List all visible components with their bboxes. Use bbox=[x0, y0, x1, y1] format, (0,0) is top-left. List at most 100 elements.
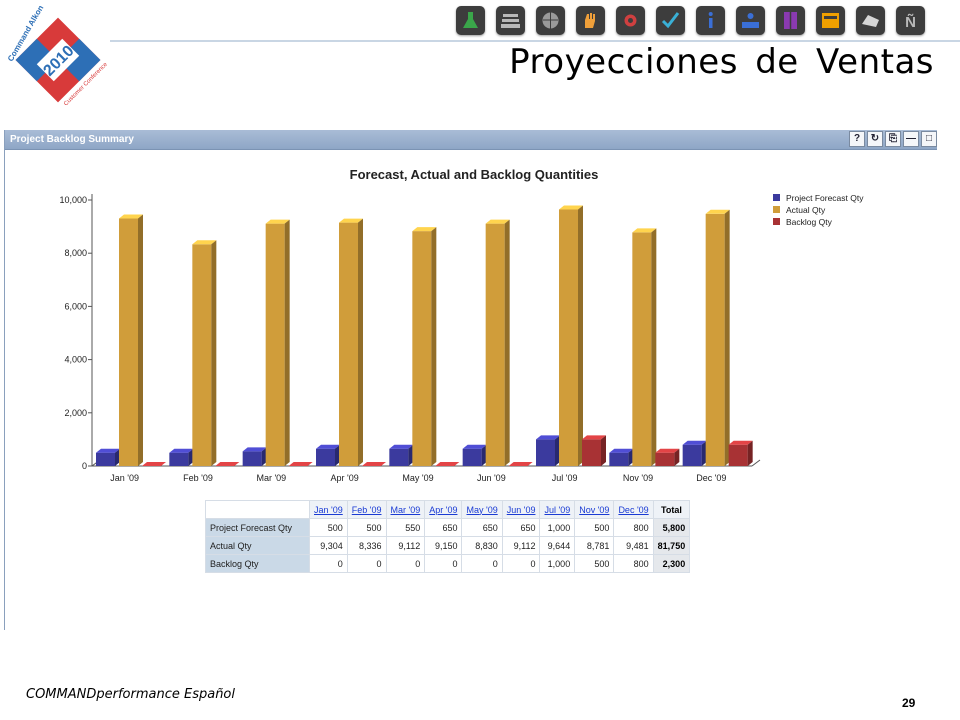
bar-side bbox=[578, 205, 583, 466]
bar bbox=[169, 452, 189, 466]
bar-side bbox=[188, 448, 194, 466]
checkmark-icon[interactable] bbox=[656, 6, 685, 35]
slide-title: Proyecciones de Ventas bbox=[509, 42, 934, 82]
backlog-panel: Project Backlog Summary ? ↻ ⎘ — □ bbox=[4, 130, 937, 630]
bar bbox=[705, 213, 725, 466]
table-header-row: Jan '09 Feb '09 Mar '09 Apr '09 May '09 … bbox=[205, 500, 691, 519]
bar-side bbox=[481, 444, 487, 466]
export-button[interactable]: ⎘ bbox=[885, 131, 901, 147]
col-header-mar[interactable]: Mar '09 bbox=[385, 500, 426, 519]
table-cell: 1,000 bbox=[539, 554, 576, 573]
col-link-jul[interactable]: Jul '09 bbox=[544, 504, 571, 515]
col-header-feb[interactable]: Feb '09 bbox=[346, 500, 387, 519]
col-link-may[interactable]: May '09 bbox=[466, 504, 498, 515]
table-cell: 0 bbox=[461, 554, 503, 573]
bar bbox=[582, 439, 601, 466]
truck-icon[interactable] bbox=[856, 6, 885, 35]
bar-side bbox=[724, 209, 730, 466]
help-button[interactable]: ? bbox=[849, 131, 865, 147]
table-cell: 650 bbox=[501, 518, 541, 537]
page-number: 29 bbox=[902, 696, 916, 710]
bar-chart: 0 2,000 4,000 6,000 8,000 10,000 Jan '09 Feb '0… bbox=[59, 193, 864, 483]
panel-header: Project Backlog Summary ? ↻ ⎘ — □ bbox=[5, 130, 937, 150]
x-tick-label: Apr '09 bbox=[331, 473, 359, 483]
col-header-jun[interactable]: Jun '09 bbox=[501, 500, 541, 519]
bar-side bbox=[628, 448, 634, 466]
row-total: 81,750 bbox=[652, 536, 691, 555]
bar bbox=[265, 223, 285, 466]
col-header-jul[interactable]: Jul '09 bbox=[539, 500, 576, 519]
x-tick-label: Nov '09 bbox=[623, 473, 653, 483]
x-tick-label: Dec '09 bbox=[696, 473, 726, 483]
window-icon[interactable] bbox=[816, 6, 845, 35]
x-tick-label: Jul '09 bbox=[552, 473, 578, 483]
table-cell: 0 bbox=[309, 554, 348, 573]
table-cell: 1,000 bbox=[539, 518, 576, 537]
bar bbox=[536, 439, 555, 466]
row-label: Backlog Qty bbox=[205, 554, 310, 573]
y-tick-label: 2,000 bbox=[64, 408, 87, 418]
bar bbox=[316, 448, 335, 466]
table-row-actual: Actual Qty 9,304 8,336 9,112 9,150 8,830 9,112… bbox=[205, 536, 691, 555]
bar bbox=[192, 244, 212, 466]
cabinet-icon[interactable] bbox=[776, 6, 805, 35]
col-link-jun[interactable]: Jun '09 bbox=[506, 504, 536, 515]
bar-side bbox=[261, 447, 267, 466]
stack-icon[interactable] bbox=[496, 6, 525, 35]
bar-top bbox=[682, 440, 707, 445]
row-label: Actual Qty bbox=[205, 536, 310, 555]
bar bbox=[96, 452, 115, 466]
table-row-backlog: Backlog Qty 0 0 0 0 0 0 1,000 500 800 2,300 bbox=[205, 554, 691, 573]
col-link-dec[interactable]: Dec '09 bbox=[618, 504, 649, 515]
bar bbox=[728, 444, 748, 466]
bar bbox=[609, 452, 629, 466]
col-link-mar[interactable]: Mar '09 bbox=[390, 504, 421, 515]
col-header-may[interactable]: May '09 bbox=[461, 500, 503, 519]
bar bbox=[242, 451, 262, 466]
bar-side bbox=[431, 227, 437, 466]
bar-side bbox=[674, 448, 680, 466]
hand-icon[interactable] bbox=[576, 6, 605, 35]
table-corner bbox=[205, 500, 310, 519]
bar-top bbox=[96, 448, 120, 453]
bar-top bbox=[265, 219, 290, 224]
bar-top bbox=[705, 209, 730, 214]
bar-top bbox=[582, 435, 606, 440]
bar-top bbox=[655, 448, 680, 453]
refresh-button[interactable]: ↻ bbox=[867, 131, 883, 147]
header-rule bbox=[110, 40, 960, 42]
y-tick-label: 4,000 bbox=[64, 355, 87, 365]
table-cell: 550 bbox=[385, 518, 426, 537]
col-header-nov[interactable]: Nov '09 bbox=[574, 500, 615, 519]
x-tick-label: Jun '09 bbox=[477, 473, 506, 483]
bar-top bbox=[215, 462, 240, 466]
col-link-apr[interactable]: Apr '09 bbox=[429, 504, 458, 515]
minimize-button[interactable]: — bbox=[903, 131, 919, 147]
globe-icon[interactable] bbox=[536, 6, 565, 35]
bar-top bbox=[242, 447, 267, 452]
bar-side bbox=[138, 214, 143, 466]
col-header-jan[interactable]: Jan '09 bbox=[309, 500, 348, 519]
col-link-jan[interactable]: Jan '09 bbox=[314, 504, 343, 515]
chart-title: Forecast, Actual and Backlog Quantities bbox=[349, 167, 599, 182]
table-cell: 500 bbox=[346, 518, 387, 537]
y-tick-label: 6,000 bbox=[64, 301, 87, 311]
flask-icon[interactable] bbox=[456, 6, 485, 35]
podium-icon[interactable] bbox=[736, 6, 765, 35]
col-link-nov[interactable]: Nov '09 bbox=[579, 504, 610, 515]
bar-top bbox=[536, 435, 560, 440]
bar-side bbox=[358, 218, 363, 466]
col-header-apr[interactable]: Apr '09 bbox=[424, 500, 463, 519]
maximize-button[interactable]: □ bbox=[921, 131, 937, 147]
row-label: Project Forecast Qty bbox=[205, 518, 310, 537]
command-alkon-logo: 2010 Command Alkon Customer Conference bbox=[6, 4, 109, 108]
bar-top bbox=[559, 205, 583, 210]
col-link-feb[interactable]: Feb '09 bbox=[351, 504, 382, 515]
enye-icon[interactable]: Ñ bbox=[896, 6, 925, 35]
info-icon[interactable] bbox=[696, 6, 725, 35]
bar bbox=[389, 448, 409, 466]
gears-icon[interactable] bbox=[616, 6, 645, 35]
col-header-dec[interactable]: Dec '09 bbox=[613, 500, 654, 519]
table-cell: 9,112 bbox=[385, 536, 426, 555]
table-cell: 8,781 bbox=[574, 536, 615, 555]
